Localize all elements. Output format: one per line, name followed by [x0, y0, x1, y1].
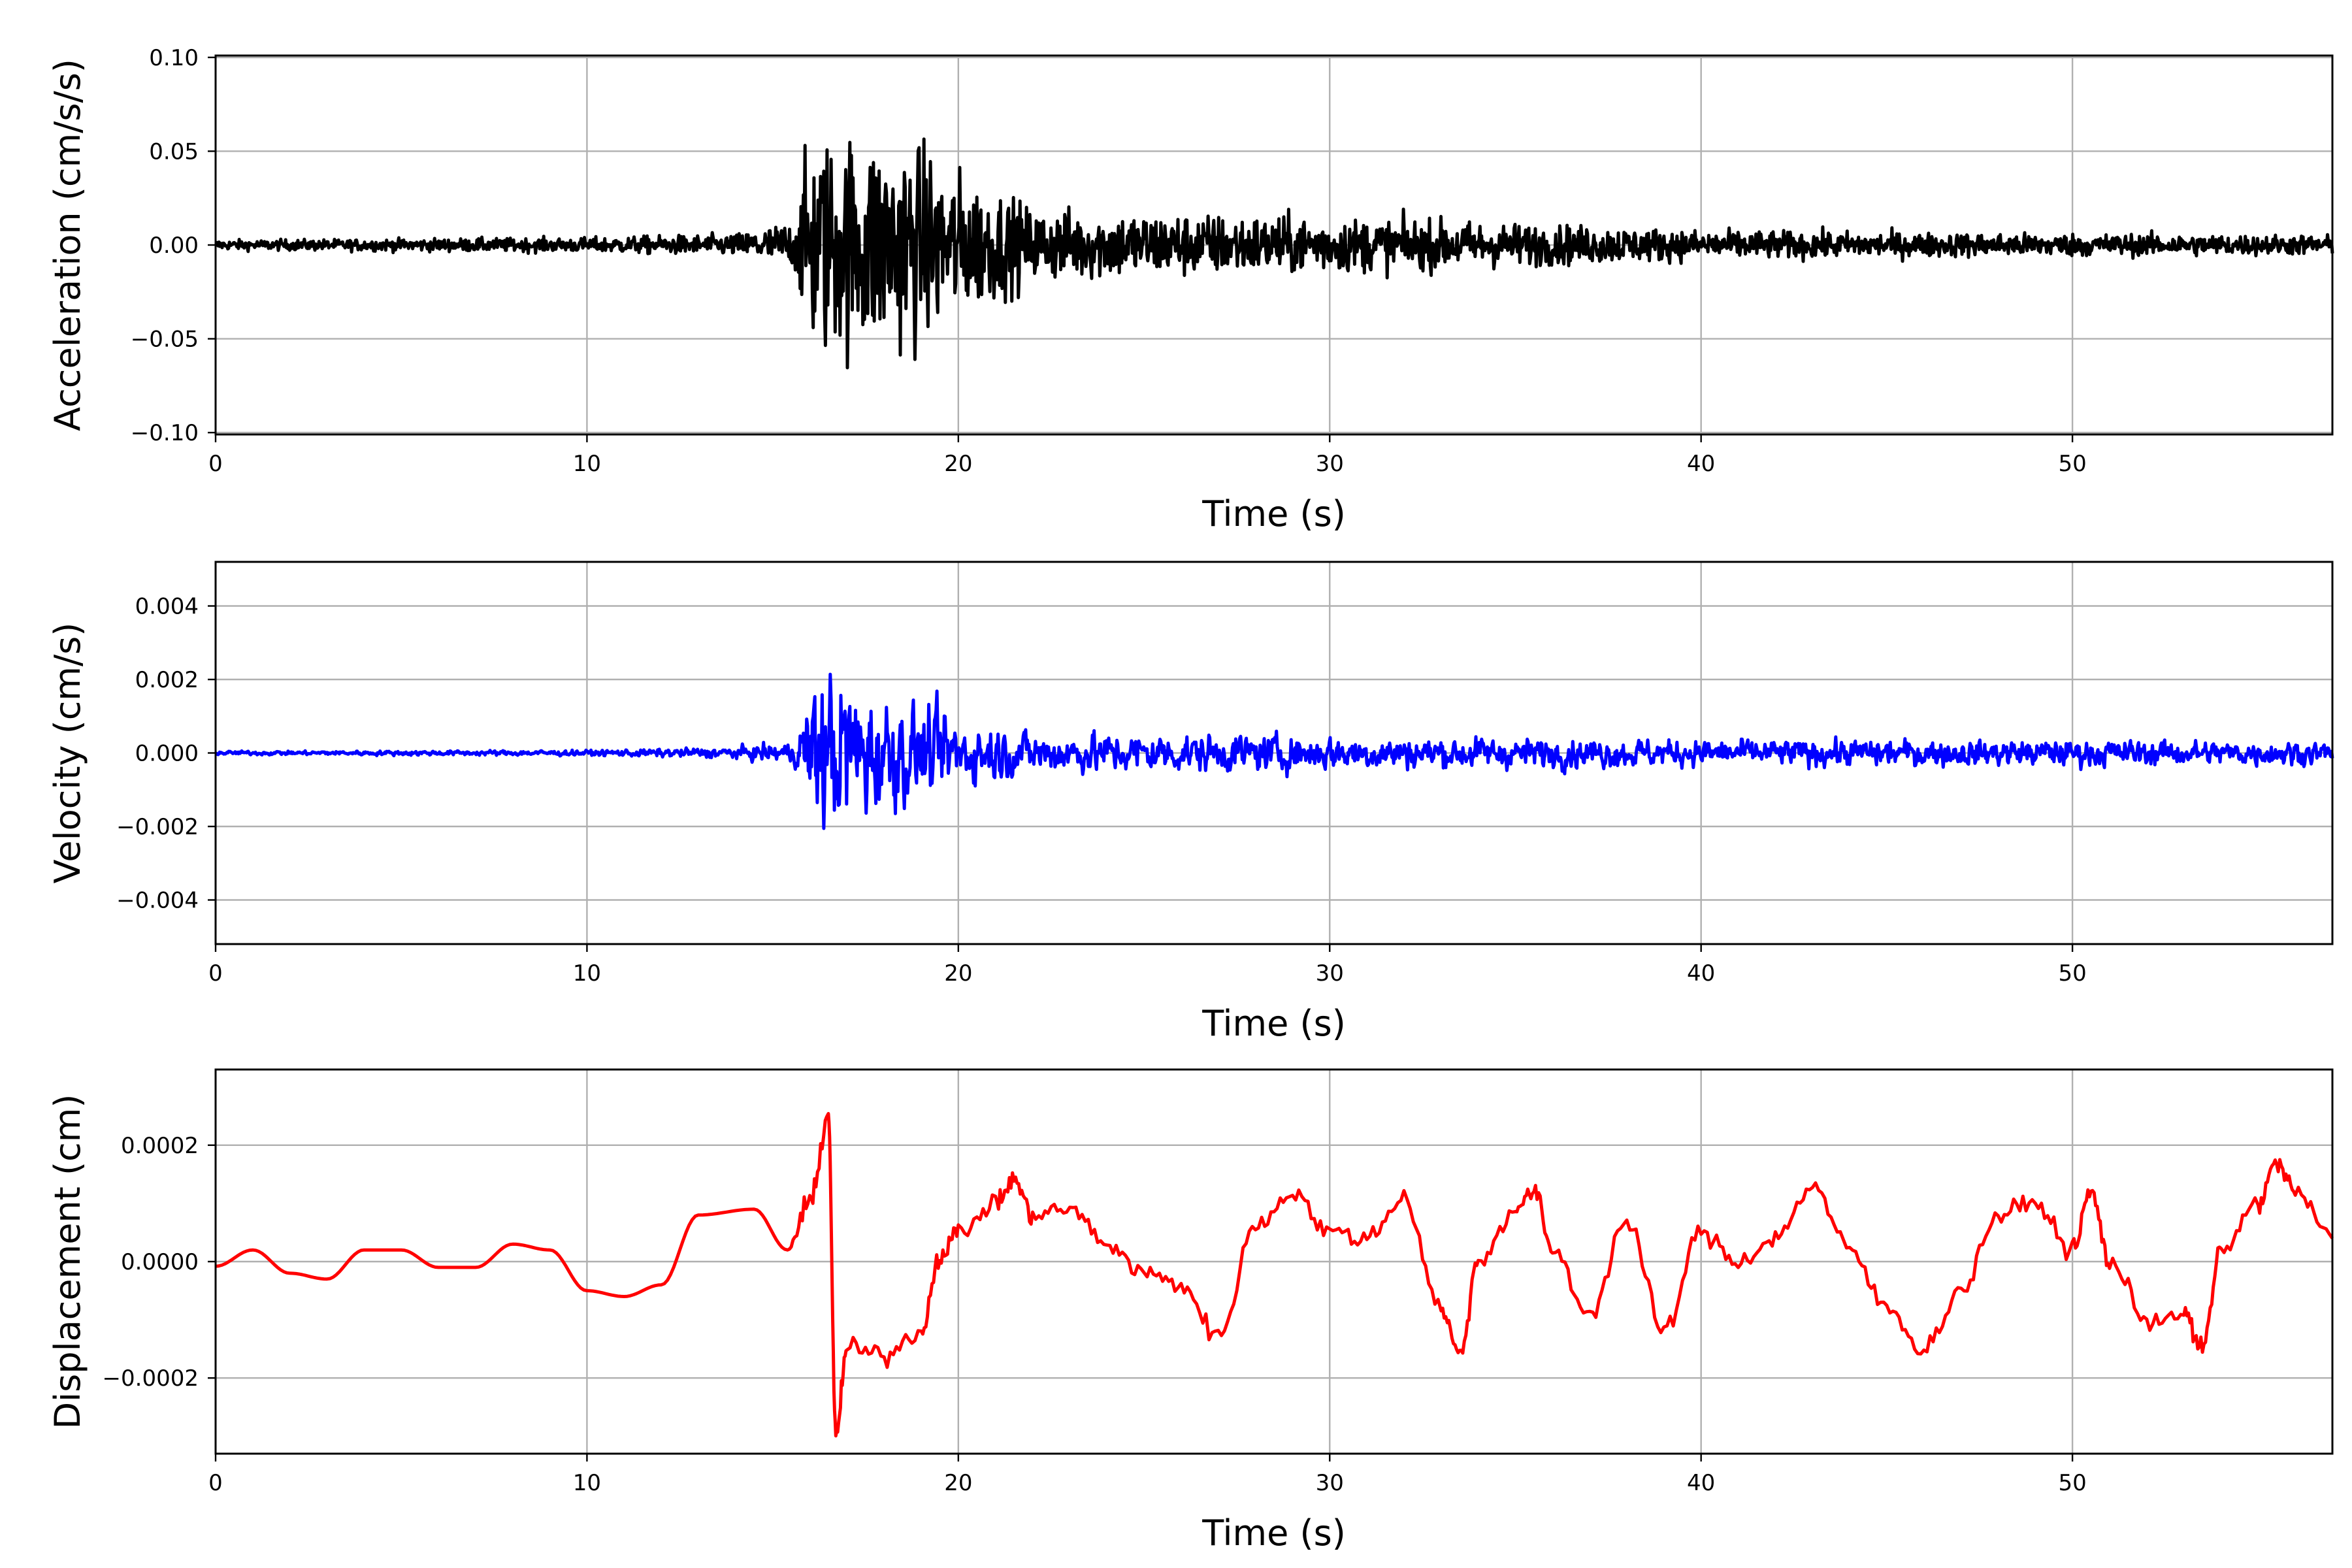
velocity-xtick-label-4: 40 [1687, 960, 1715, 987]
displacement-xtick-label-3: 30 [1316, 1470, 1344, 1496]
displacement-ytick-label-0: 0.0002 [121, 1133, 199, 1159]
velocity-xlabel: Time (s) [1201, 1003, 1346, 1044]
displacement-xlabel: Time (s) [1201, 1512, 1346, 1554]
displacement-series-line [215, 1112, 2334, 1438]
velocity-ytick-label-2: 0.000 [135, 741, 199, 767]
acceleration-xtick-label-0: 0 [208, 451, 223, 477]
velocity-ytick-label-3: −0.002 [116, 814, 199, 840]
displacement-xtick-label-2: 20 [944, 1470, 972, 1496]
velocity-ytick-label-1: 0.002 [135, 667, 199, 693]
velocity-ytick-label-0: 0.004 [135, 594, 199, 620]
velocity-ylabel: Velocity (cm/s) [47, 623, 88, 884]
acceleration-ytick-label-0: 0.10 [149, 45, 199, 71]
velocity-series-line [214, 672, 2334, 830]
acceleration-panel: 0 10 20 30 40 50 0.10 0.05 0.00 −0.05 −0.10 Time (s… [47, 45, 2334, 534]
acceleration-xlabel: Time (s) [1201, 493, 1346, 534]
acceleration-ytick-label-4: −0.10 [131, 420, 199, 446]
displacement-ylabel: Displacement (cm) [47, 1094, 88, 1429]
velocity-ytick-label-4: −0.004 [116, 888, 199, 914]
acceleration-series-line [214, 137, 2334, 370]
acceleration-xtick-label-2: 20 [944, 451, 972, 477]
acceleration-ytick-label-3: −0.05 [131, 327, 199, 353]
displacement-xtick-label-4: 40 [1687, 1470, 1715, 1496]
displacement-panel: 0 10 20 30 40 50 0.0002 0.0000 −0.0002 Time (s) Di… [47, 1068, 2334, 1554]
acceleration-ylabel: Acceleration (cm/s/s) [47, 59, 88, 431]
displacement-xtick-label-0: 0 [208, 1470, 223, 1496]
acceleration-xtick-label-1: 10 [573, 451, 601, 477]
acceleration-ytick-label-1: 0.05 [149, 139, 199, 165]
displacement-ytick-label-1: 0.0000 [121, 1249, 199, 1275]
displacement-ytick-label-2: −0.0002 [103, 1365, 199, 1392]
acceleration-xtick-label-5: 50 [2058, 451, 2086, 477]
velocity-xtick-label-3: 30 [1316, 960, 1344, 987]
acceleration-ytick-label-2: 0.00 [149, 233, 199, 259]
acceleration-xtick-label-3: 30 [1316, 451, 1344, 477]
velocity-panel: 0 10 20 30 40 50 0.004 0.002 0.000 −0.002 −0.004 Ti… [47, 561, 2334, 1044]
velocity-xtick-label-5: 50 [2058, 960, 2086, 987]
displacement-xtick-label-1: 10 [573, 1470, 601, 1496]
velocity-xtick-label-0: 0 [208, 960, 223, 987]
velocity-xtick-label-1: 10 [573, 960, 601, 987]
acceleration-xtick-label-4: 40 [1687, 451, 1715, 477]
velocity-xtick-label-2: 20 [944, 960, 972, 987]
displacement-xtick-label-5: 50 [2058, 1470, 2086, 1496]
